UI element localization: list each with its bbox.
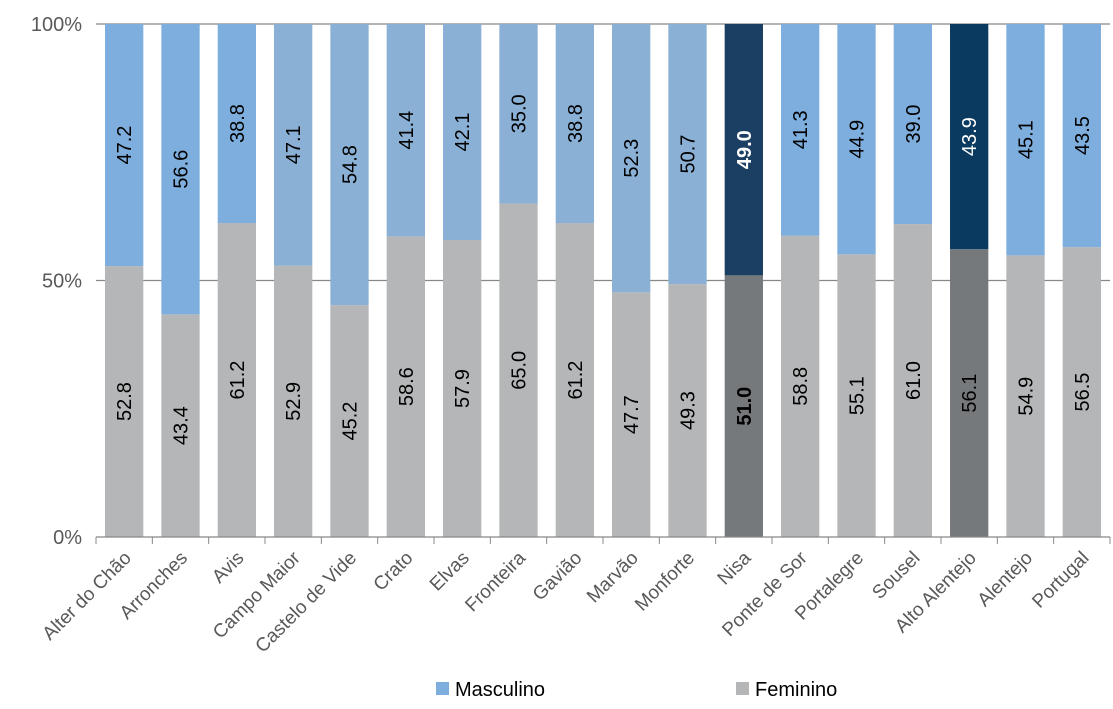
value-label-masculino: 45.1 (1016, 120, 1038, 159)
bar-masculino (555, 24, 594, 224)
x-tick-label: Elvas (426, 548, 474, 596)
value-label-feminino: 43.4 (171, 406, 193, 445)
bar-masculino (274, 24, 313, 266)
value-label-feminino: 65.0 (509, 351, 531, 390)
bar-feminino (668, 284, 707, 537)
value-label-masculino: 54.8 (340, 145, 362, 184)
value-label-feminino: 61.2 (565, 361, 587, 400)
value-label-masculino: 39.0 (903, 105, 925, 144)
value-label-feminino: 58.8 (790, 367, 812, 406)
value-label-feminino: 51.0 (734, 387, 756, 426)
value-label-masculino: 44.9 (847, 120, 869, 159)
value-label-feminino: 58.6 (396, 367, 418, 406)
x-tick-label: Fronteira (461, 547, 530, 616)
legend-label: Feminino (755, 679, 837, 701)
value-label-masculino: 50.7 (678, 135, 700, 174)
value-label-feminino: 61.0 (903, 361, 925, 400)
bar-masculino (1062, 24, 1101, 248)
bar-feminino (386, 236, 425, 537)
bar-feminino (161, 314, 200, 537)
value-label-masculino: 47.1 (283, 125, 305, 164)
bar-feminino (837, 254, 876, 537)
y-tick-label: 50% (42, 271, 82, 293)
value-label-masculino: 47.2 (114, 126, 136, 165)
value-label-masculino: 49.0 (734, 130, 756, 169)
bar-feminino (499, 203, 538, 538)
x-tick-label: Gavião (529, 548, 586, 605)
value-label-feminino: 47.7 (621, 395, 643, 434)
x-tick-label: Crato (370, 548, 418, 596)
bar-masculino (443, 24, 482, 240)
bar-masculino (1006, 24, 1045, 256)
value-label-masculino: 38.8 (227, 104, 249, 143)
bar-feminino (893, 224, 932, 537)
x-tick-label: Alter do Chão (39, 548, 136, 645)
value-label-feminino: 45.2 (340, 402, 362, 441)
bar-feminino (1006, 255, 1045, 537)
legend-label: Masculino (455, 679, 545, 701)
x-tick-label: Nisa (714, 547, 756, 589)
legend-swatch (736, 682, 749, 695)
bar-feminino (724, 275, 763, 537)
value-label-masculino: 52.3 (621, 139, 643, 178)
value-label-masculino: 43.5 (1072, 116, 1094, 155)
bar-masculino (499, 24, 538, 204)
value-label-masculino: 41.3 (790, 110, 812, 149)
bar-masculino (893, 24, 932, 225)
value-label-masculino: 56.6 (171, 150, 193, 189)
x-tick-label: Castelo de Vide (252, 548, 361, 657)
bar-feminino (1062, 247, 1101, 537)
value-label-feminino: 57.9 (452, 369, 474, 408)
value-label-masculino: 43.9 (959, 117, 981, 156)
bar-masculino (105, 24, 144, 267)
bar-feminino (555, 223, 594, 537)
bar-feminino (443, 239, 482, 537)
value-label-feminino: 54.9 (1016, 377, 1038, 416)
value-label-masculino: 42.1 (452, 113, 474, 152)
bar-masculino (161, 24, 200, 315)
bar-feminino (950, 249, 989, 537)
value-label-masculino: 41.4 (396, 111, 418, 150)
value-label-feminino: 61.2 (227, 361, 249, 400)
x-tick-label: Avis (208, 548, 248, 588)
x-tick-label: Monforte (631, 548, 699, 616)
value-label-feminino: 56.5 (1072, 373, 1094, 412)
value-label-feminino: 56.1 (959, 374, 981, 413)
x-tick-label: Alentejo (974, 548, 1037, 611)
y-tick-label: 100% (31, 14, 82, 36)
legend-swatch (436, 682, 449, 695)
bar-masculino (724, 24, 763, 276)
bar-masculino (330, 24, 369, 306)
bar-masculino (217, 24, 256, 224)
bar-feminino (612, 292, 651, 537)
bar-masculino (950, 24, 989, 250)
value-label-feminino: 52.9 (283, 382, 305, 421)
bar-feminino (217, 223, 256, 537)
bar-masculino (668, 24, 707, 285)
x-tick-label: Sousel (868, 548, 924, 604)
value-label-masculino: 38.8 (565, 104, 587, 143)
x-tick-label: Portugal (1028, 548, 1093, 613)
bar-masculino (386, 24, 425, 237)
bar-feminino (105, 266, 144, 537)
bar-feminino (330, 305, 369, 537)
bar-masculino (781, 24, 820, 236)
bar-feminino (274, 265, 313, 537)
y-tick-label: 0% (53, 527, 82, 549)
bar-feminino (781, 235, 820, 537)
value-label-feminino: 49.3 (678, 391, 700, 430)
value-label-masculino: 35.0 (509, 94, 531, 133)
value-label-feminino: 55.1 (847, 376, 869, 415)
bar-masculino (612, 24, 651, 293)
value-label-feminino: 52.8 (114, 382, 136, 421)
bar-masculino (837, 24, 876, 255)
